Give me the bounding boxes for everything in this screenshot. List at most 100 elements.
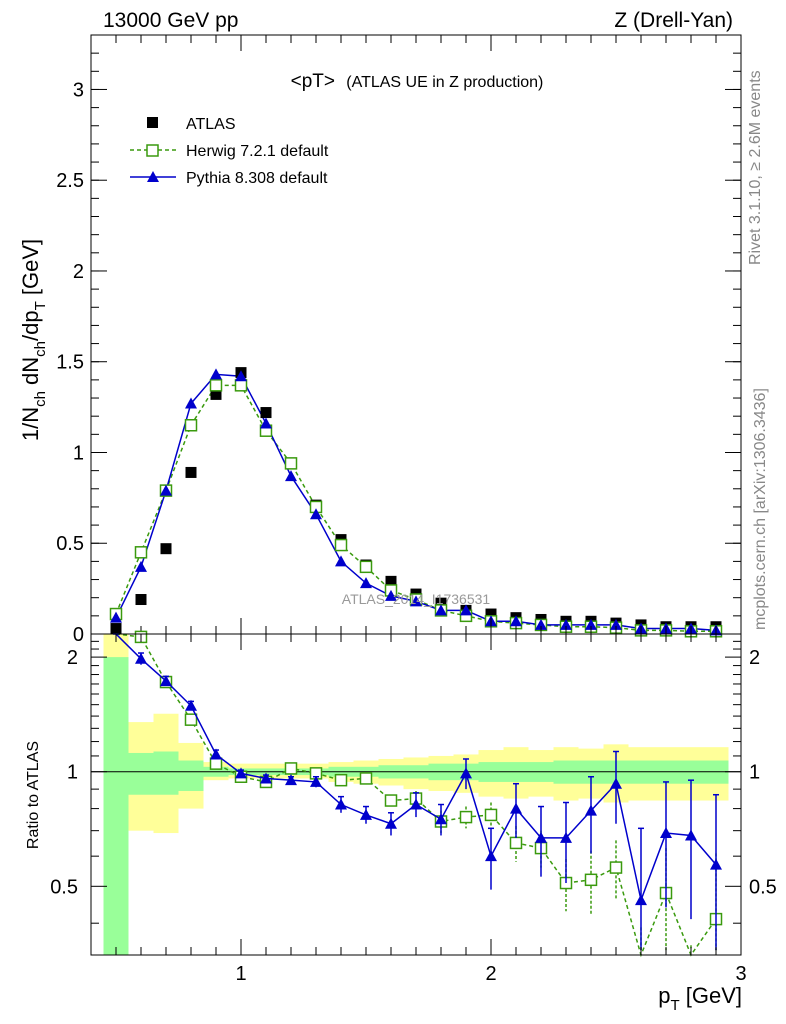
atlas-point bbox=[385, 575, 397, 587]
main-ytick-label: 1.5 bbox=[56, 352, 84, 374]
pythia-point bbox=[535, 618, 547, 630]
legend-herwig-label: Herwig 7.2.1 default bbox=[186, 143, 329, 160]
ratio-pythia-point bbox=[460, 767, 472, 779]
ratio-pythia-point bbox=[660, 827, 672, 839]
herwig-point bbox=[209, 379, 223, 392]
ratio-herwig-point bbox=[284, 762, 298, 775]
ratio-ytick-label: 0.5 bbox=[50, 876, 78, 898]
atlas-point bbox=[260, 407, 272, 419]
legend-pythia-label: Pythia 8.308 default bbox=[186, 170, 328, 187]
ratio-pythia-point bbox=[160, 675, 172, 687]
main-title: <pT> (ATLAS UE in Z production) bbox=[291, 71, 544, 92]
legend-pythia-marker bbox=[147, 171, 159, 182]
pythia-point bbox=[435, 604, 447, 616]
ratio-pythia-point bbox=[260, 772, 272, 784]
pythia-point bbox=[585, 618, 597, 630]
ratio-pythia-point bbox=[710, 858, 722, 870]
atlas-point bbox=[185, 466, 197, 478]
ratio-pythia-point bbox=[135, 652, 147, 664]
ratio-pythia-point bbox=[310, 775, 322, 787]
pythia-point bbox=[260, 417, 272, 429]
ratio-herwig-point bbox=[584, 873, 598, 887]
main-title-sub: (ATLAS UE in Z production) bbox=[346, 74, 543, 91]
ratio-herwig-point bbox=[484, 808, 498, 822]
ratio-pythia-point bbox=[560, 831, 572, 843]
herwig-point bbox=[184, 419, 198, 432]
ratio-pythia-point bbox=[610, 777, 622, 789]
main-panel: 0 0.5 1 1.5 2 2.5 3 <pT> (ATLAS UE in Z produc… bbox=[18, 34, 742, 646]
pythia-point bbox=[210, 368, 222, 380]
ratio-pythia-point bbox=[485, 850, 497, 862]
pythia-point bbox=[185, 397, 197, 409]
ratio-herwig-point bbox=[184, 713, 198, 726]
herwig-point bbox=[359, 560, 373, 574]
legend: ATLAS Herwig 7.2.1 default Pythia 8.308 … bbox=[130, 116, 329, 187]
pythia-point bbox=[310, 508, 322, 520]
watermark: ATLAS_2014_I1736531 bbox=[342, 591, 491, 607]
atlas-point bbox=[160, 543, 172, 555]
pythia-point bbox=[460, 604, 472, 616]
legend-herwig-marker bbox=[146, 144, 159, 157]
x-tick-label: 1 bbox=[235, 963, 246, 985]
main-ytick-label: 2 bbox=[73, 261, 84, 283]
pythia-point bbox=[610, 618, 622, 630]
pythia-point bbox=[285, 470, 297, 482]
ratio-pythia-point bbox=[585, 804, 597, 816]
ratio-pythia-point bbox=[360, 808, 372, 820]
ratio-pythia-point bbox=[210, 748, 222, 760]
ratio-ytick-label: 1 bbox=[67, 762, 78, 784]
pythia-point bbox=[560, 618, 572, 630]
atlas-point bbox=[435, 597, 447, 609]
ratio-panel: 0.5 0.5 1 1 2 2 1 2 3 Ratio to ATLAS pT [GeV] bbox=[25, 630, 777, 1014]
ratio-band-inner bbox=[128, 752, 154, 795]
ratio-band-inner bbox=[178, 760, 204, 791]
rivet-version-label: Rivet 3.1.10, ≥ 2.6M events bbox=[747, 70, 764, 265]
main-ytick-label: 2.5 bbox=[56, 170, 84, 192]
pythia-point bbox=[385, 589, 397, 601]
pythia-point bbox=[410, 595, 422, 607]
main-ytick-label: 0 bbox=[73, 624, 84, 646]
legend-atlas-marker bbox=[147, 117, 158, 128]
main-ylabel: 1/Nch dNch/dpT [GeV] bbox=[18, 239, 49, 441]
atlas-point bbox=[135, 594, 147, 606]
legend-entry-pythia: Pythia 8.308 default bbox=[130, 170, 328, 187]
process-label: Z (Drell-Yan) bbox=[614, 9, 733, 32]
ratio-ytick-label-right: 1 bbox=[749, 762, 760, 784]
ratio-pythia-point bbox=[185, 699, 197, 711]
herwig-point bbox=[234, 379, 248, 392]
ratio-pythia-point bbox=[435, 813, 447, 825]
legend-entry-atlas: ATLAS bbox=[147, 116, 236, 133]
x-tick-label: 3 bbox=[735, 963, 746, 985]
pythia-point bbox=[135, 560, 147, 572]
ratio-pythia-point bbox=[285, 774, 297, 786]
ratio-herwig-point bbox=[209, 757, 223, 770]
atlas-point bbox=[485, 608, 497, 620]
main-ytick-label: 0.5 bbox=[56, 533, 84, 555]
herwig-point bbox=[334, 538, 348, 552]
ratio-ylabel: Ratio to ATLAS bbox=[25, 741, 42, 849]
ratio-pythia-point bbox=[385, 817, 397, 829]
herwig-point bbox=[284, 457, 298, 470]
ratio-band-inner bbox=[103, 657, 129, 955]
ratio-pythia-point bbox=[535, 831, 547, 843]
pythia-point bbox=[160, 484, 172, 496]
ratio-pythia-point bbox=[685, 829, 697, 841]
legend-atlas-label: ATLAS bbox=[186, 116, 236, 133]
ratio-herwig-point bbox=[609, 861, 623, 874]
ratio-pythia-point bbox=[235, 767, 247, 779]
ratio-herwig-point bbox=[384, 794, 398, 807]
ratio-ytick-label-right: 2 bbox=[749, 647, 760, 669]
pythia-point bbox=[360, 577, 372, 589]
ratio-herwig-point bbox=[334, 773, 348, 787]
ratio-pythia-point bbox=[335, 798, 347, 810]
main-title-main: <pT> bbox=[291, 71, 335, 92]
ratio-herwig-point bbox=[459, 810, 473, 824]
main-ytick-label: 3 bbox=[73, 79, 84, 101]
ratio-ytick-label: 2 bbox=[67, 647, 78, 669]
herwig-point bbox=[134, 546, 148, 559]
ratio-herwig-point bbox=[359, 772, 373, 785]
pythia-point bbox=[510, 615, 522, 627]
pythia-point bbox=[235, 370, 247, 382]
atlas-point bbox=[210, 388, 222, 400]
energy-label: 13000 GeV pp bbox=[103, 9, 238, 32]
